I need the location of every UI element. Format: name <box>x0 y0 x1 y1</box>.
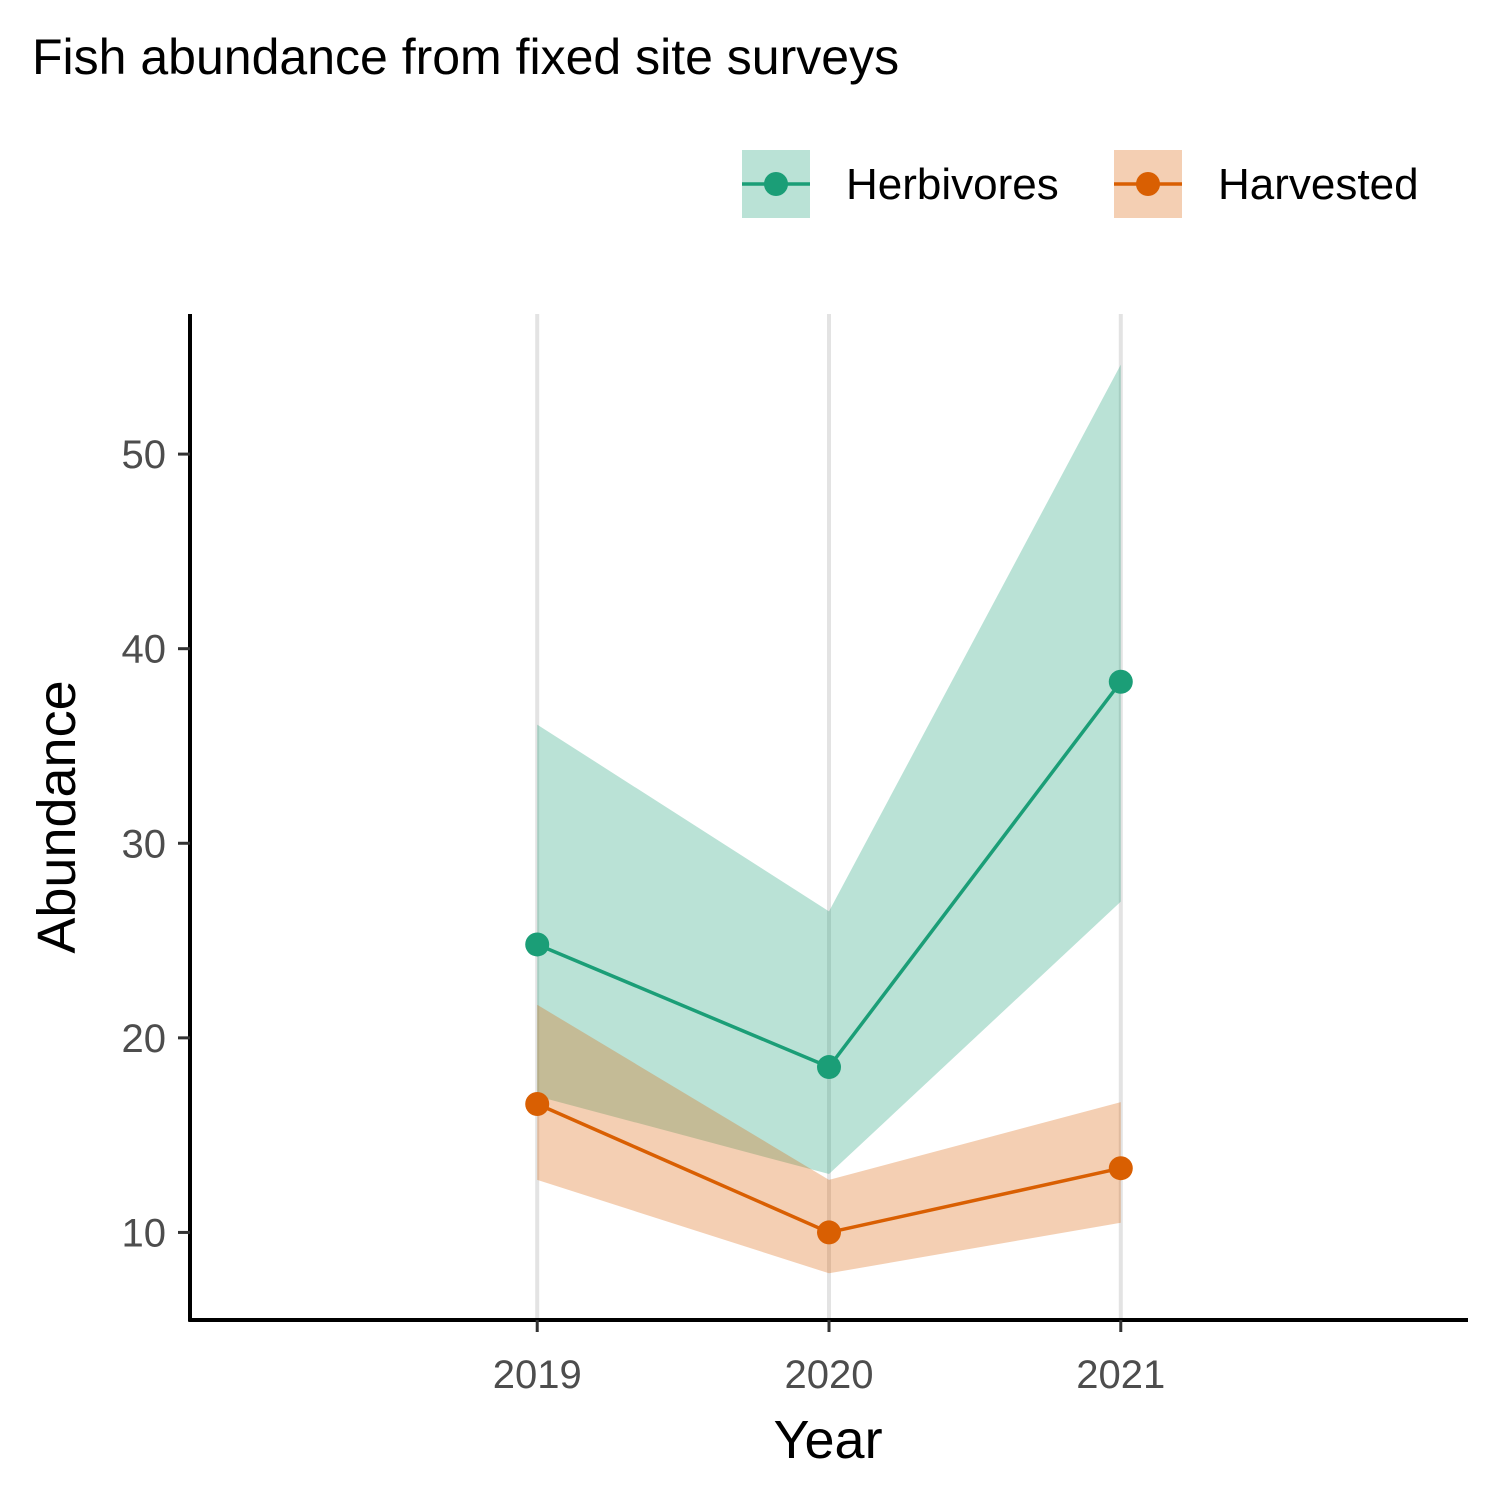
data-point-herbivores-2019 <box>525 932 550 957</box>
y-tick-label-30: 30 <box>122 822 167 866</box>
series-points <box>525 669 1133 1245</box>
chart-title: Fish abundance from fixed site surveys <box>32 29 900 85</box>
ribbon-harvested <box>537 1004 1121 1274</box>
y-axis-title: Abundance <box>27 680 87 953</box>
legend-key-point-harvested <box>1136 172 1160 196</box>
x-tick-label-2020: 2020 <box>785 1353 874 1397</box>
legend-label-herbivores: Herbivores <box>846 160 1059 209</box>
data-point-herbivores-2020 <box>817 1055 841 1080</box>
y-tick-label-20: 20 <box>122 1017 167 1061</box>
data-point-harvested-2021 <box>1108 1156 1133 1181</box>
data-point-harvested-2020 <box>817 1220 841 1245</box>
data-point-harvested-2019 <box>525 1092 550 1117</box>
axes <box>178 314 1468 1332</box>
legend-key-point-herbivores <box>764 172 788 196</box>
tick-labels: 10 20 30 40 50 2019 2020 2021 <box>122 433 1166 1397</box>
x-tick-label-2019: 2019 <box>493 1353 582 1397</box>
y-tick-label-40: 40 <box>122 628 167 672</box>
ribbons <box>537 364 1121 1274</box>
y-tick-label-50: 50 <box>122 433 167 477</box>
gridlines <box>535 314 1123 1320</box>
x-tick-label-2021: 2021 <box>1076 1353 1165 1397</box>
legend-label-harvested: Harvested <box>1218 160 1419 209</box>
data-point-herbivores-2021 <box>1108 669 1133 694</box>
y-tick-label-10: 10 <box>122 1211 167 1255</box>
legend: Herbivores Harvested <box>742 150 1419 218</box>
x-axis-title: Year <box>773 1410 882 1470</box>
ribbon-herbivores <box>537 364 1121 1175</box>
